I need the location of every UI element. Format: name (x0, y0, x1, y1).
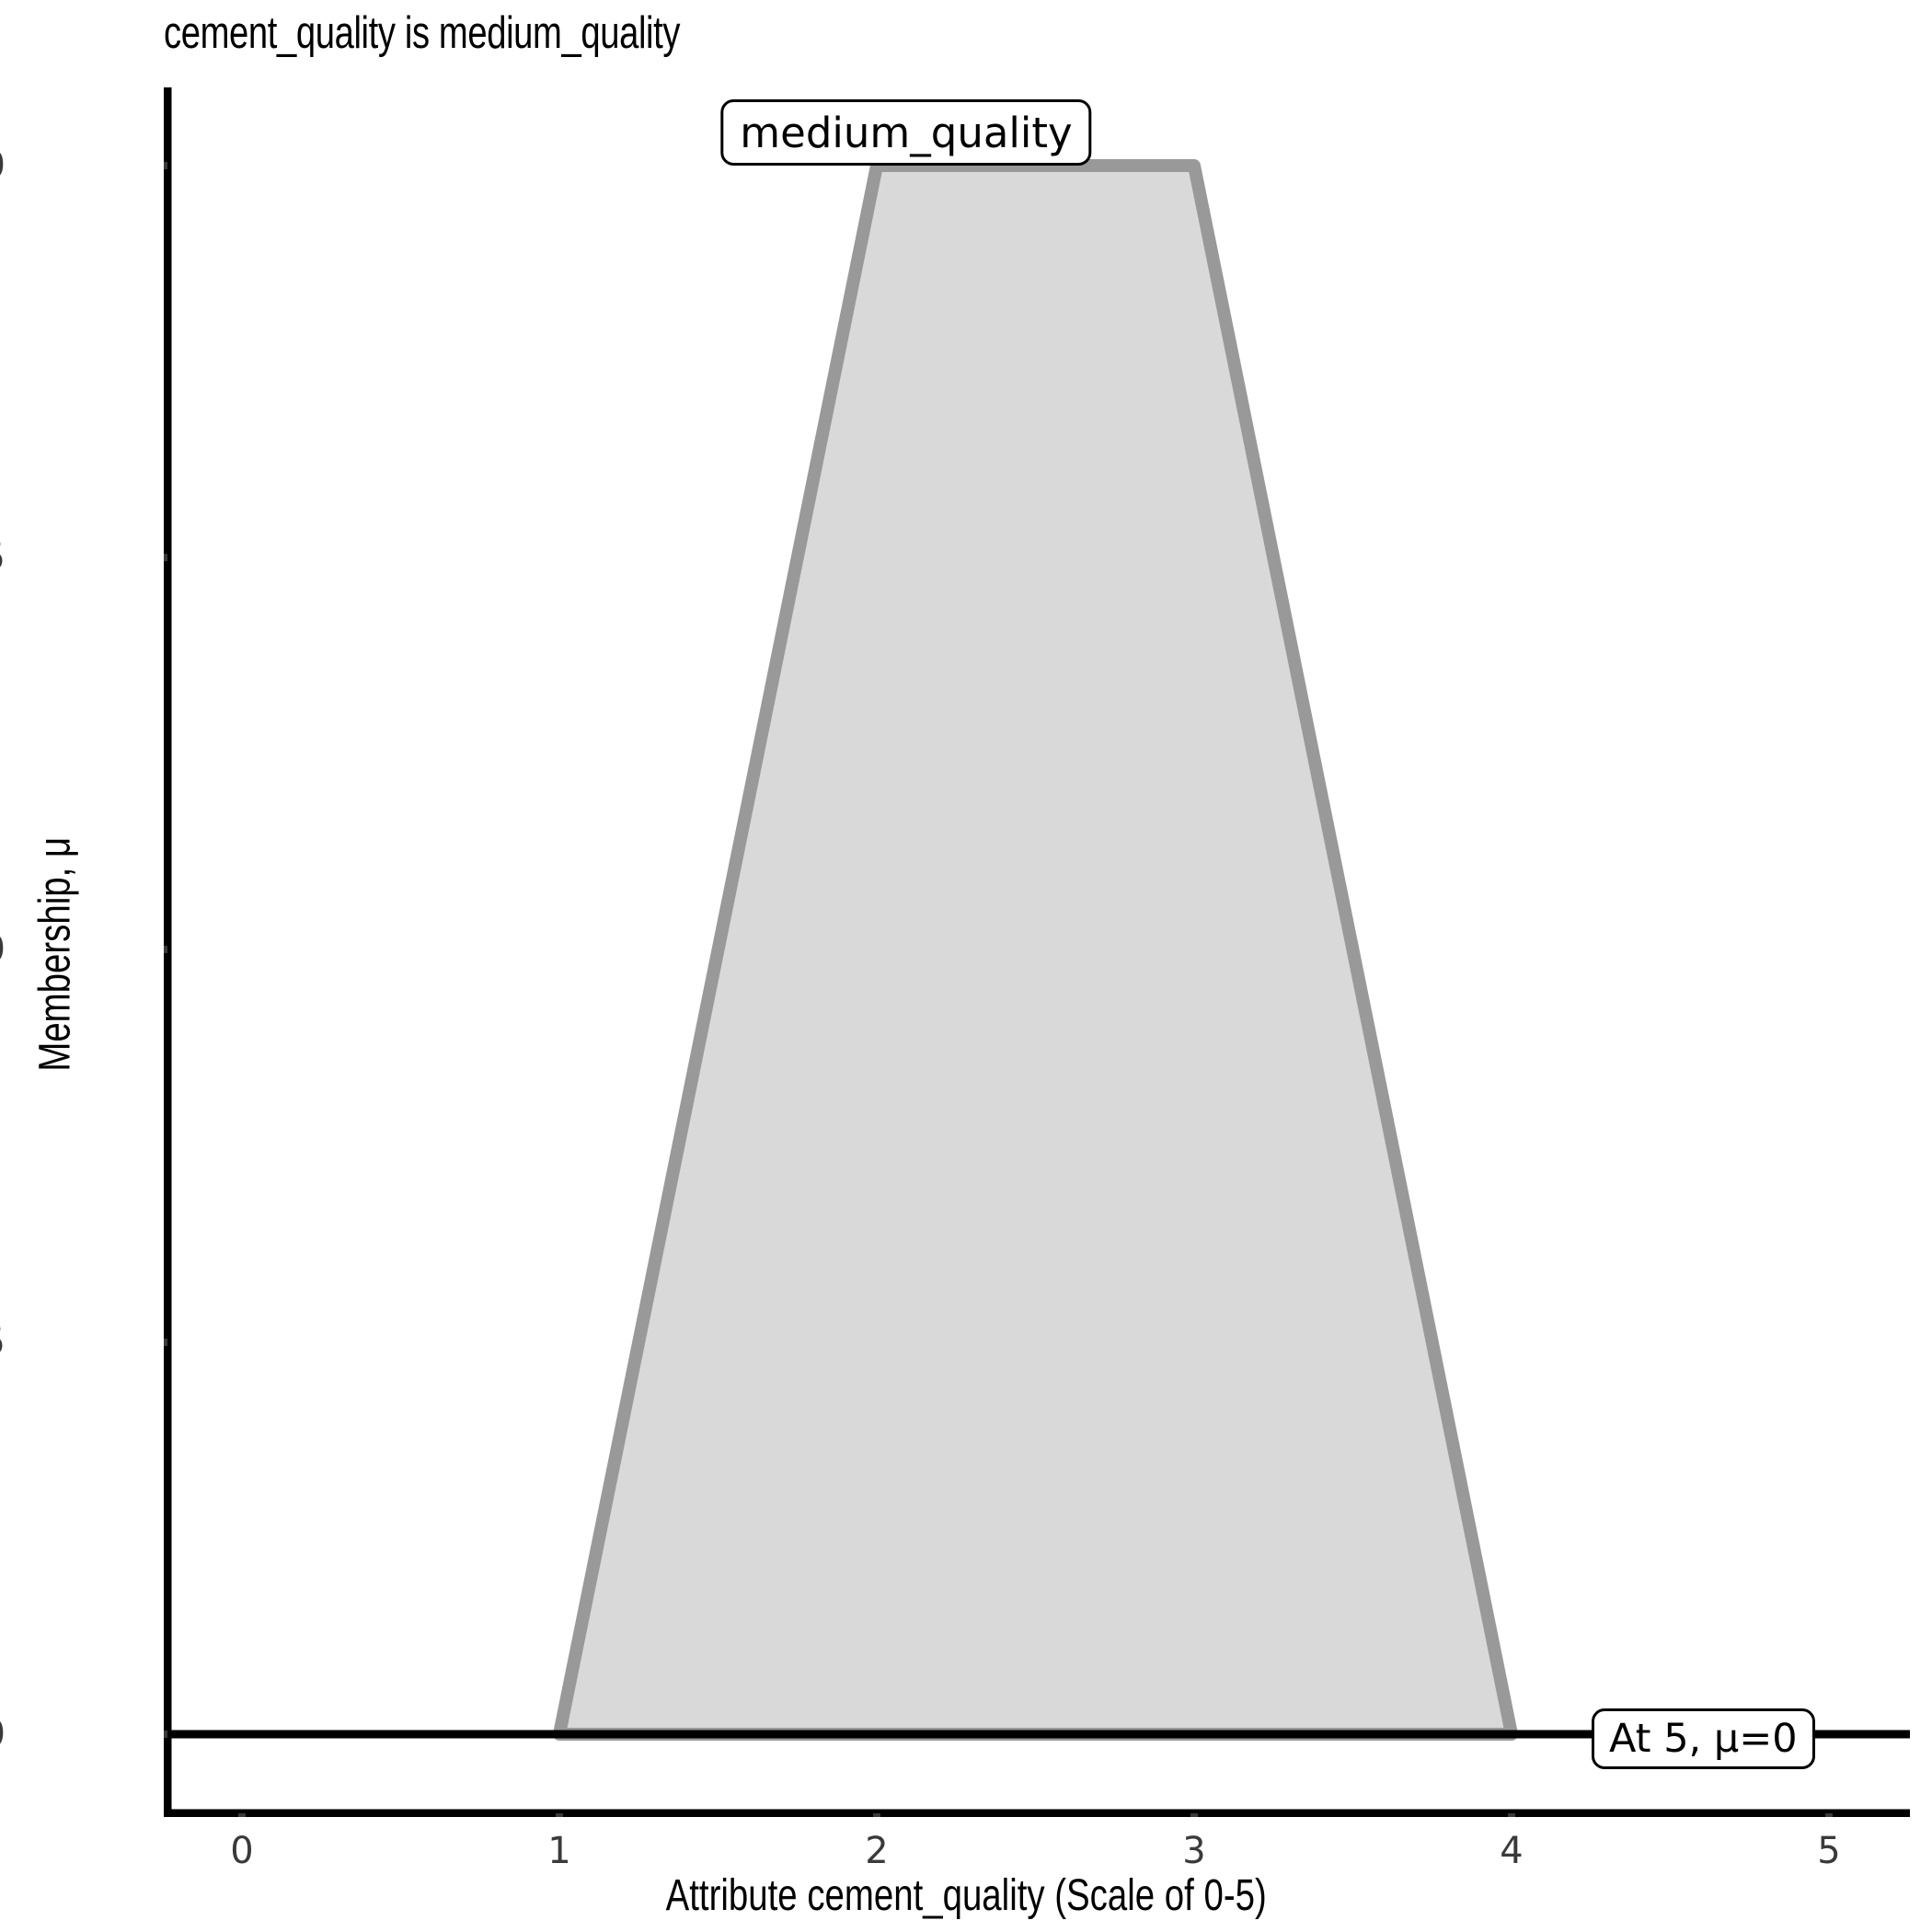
plot-canvas (164, 87, 1910, 1817)
plot-area (164, 87, 1910, 1817)
x-axis-label: Attribute cement_quality (Scale of 0-5) (0, 1870, 1932, 1921)
x-tick-label: 1 (547, 1830, 571, 1872)
y-axis-label: Membership, μ (30, 449, 81, 1461)
annotation-endpoint-label: At 5, μ=0 (1592, 1708, 1815, 1769)
membership-function-area (553, 159, 1518, 1741)
y-tick-label: 0.25 (0, 1321, 6, 1363)
y-tick-label: 1.00 (0, 144, 6, 187)
x-axis-label-text: Attribute cement_quality (Scale of 0-5) (665, 1871, 1267, 1920)
x-tick-label: 5 (1817, 1830, 1841, 1872)
x-tick-label: 0 (230, 1830, 254, 1872)
annotation-peak-label: medium_quality (720, 99, 1092, 166)
y-tick-label: 0.75 (0, 536, 6, 579)
y-tick-label: 0.50 (0, 928, 6, 971)
y-axis-label-text: Membership, μ (30, 837, 80, 1072)
x-tick-label: 3 (1182, 1830, 1206, 1872)
x-tick-label: 4 (1500, 1830, 1524, 1872)
chart-title: cement_quality is medium_quality (164, 8, 681, 58)
x-tick-label: 2 (865, 1830, 889, 1872)
y-tick-label: 0.00 (0, 1713, 6, 1755)
